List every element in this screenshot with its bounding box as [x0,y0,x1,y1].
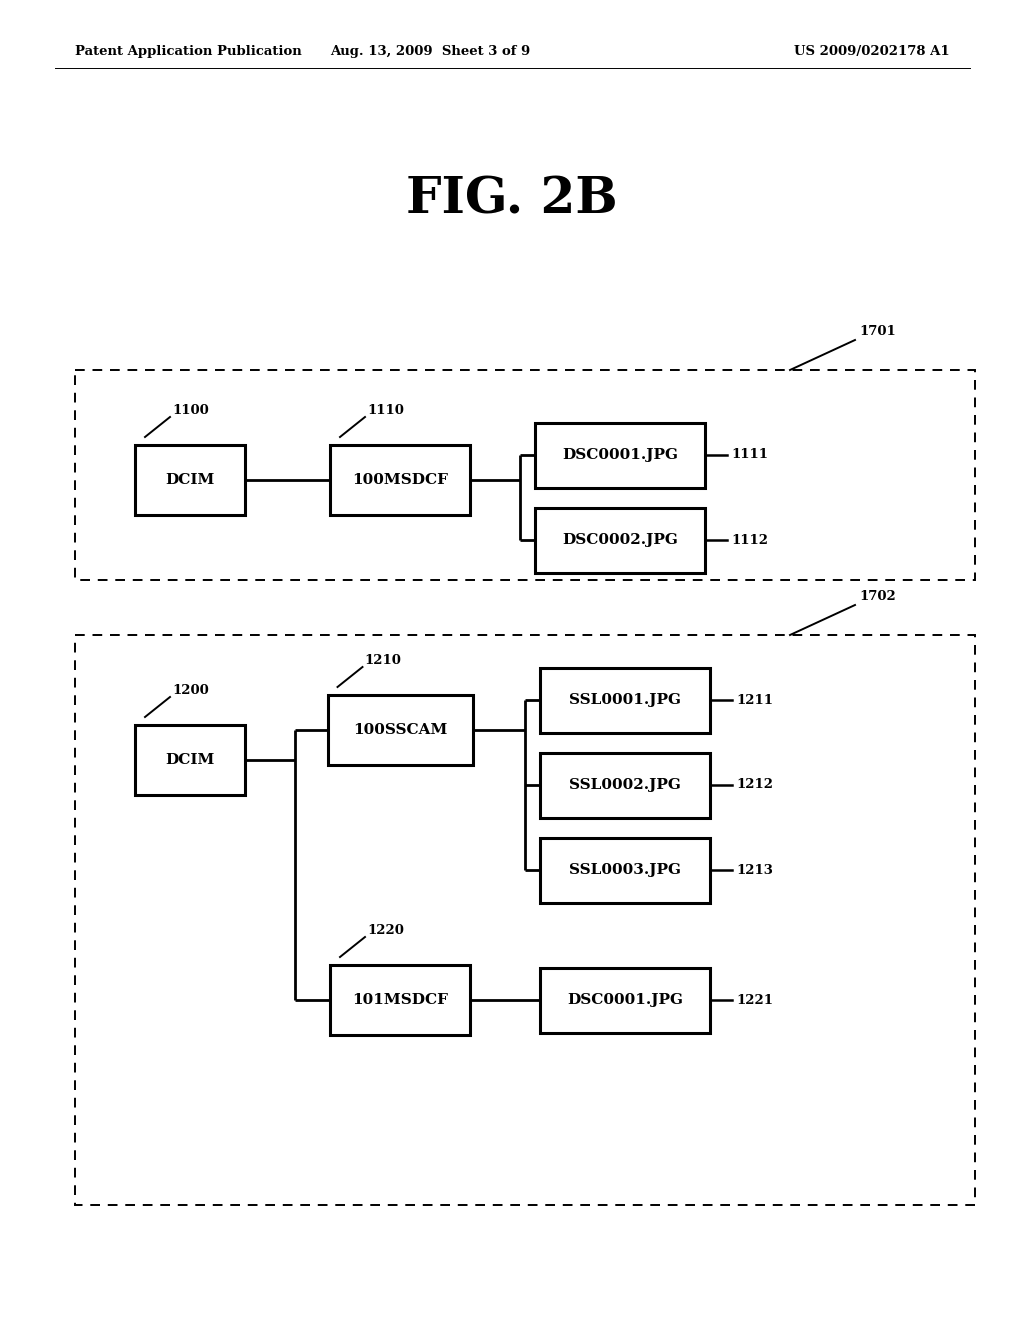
Text: 1112: 1112 [731,533,768,546]
Bar [330,445,470,515]
Text: SSL0003.JPG: SSL0003.JPG [569,863,681,876]
Text: DCIM: DCIM [165,752,215,767]
Bar [135,445,245,515]
Text: DSC0001.JPG: DSC0001.JPG [562,447,678,462]
Text: 1100: 1100 [172,404,209,417]
Text: 100SSCAM: 100SSCAM [353,723,447,737]
Text: 100MSDCF: 100MSDCF [352,473,449,487]
Text: SSL0001.JPG: SSL0001.JPG [569,693,681,708]
Text: 1221: 1221 [736,994,773,1006]
Bar [540,837,710,903]
Text: 101MSDCF: 101MSDCF [352,993,449,1007]
Bar [75,635,975,1205]
Text: 1213: 1213 [736,863,773,876]
Text: DCIM: DCIM [165,473,215,487]
Bar [330,965,470,1035]
Bar [75,370,975,579]
Bar [328,696,472,766]
Text: 1200: 1200 [172,684,209,697]
Text: DSC0002.JPG: DSC0002.JPG [562,533,678,546]
Text: 1210: 1210 [365,653,401,667]
Text: 1702: 1702 [859,590,896,603]
Text: DSC0001.JPG: DSC0001.JPG [567,993,683,1007]
Text: 1110: 1110 [367,404,403,417]
Bar [540,968,710,1032]
Text: 1701: 1701 [859,325,896,338]
Bar [535,507,705,573]
Bar [135,725,245,795]
Text: 1220: 1220 [367,924,403,937]
Bar [540,752,710,817]
Text: 1111: 1111 [731,449,768,462]
Text: FIG. 2B: FIG. 2B [407,176,617,224]
Text: 1211: 1211 [736,693,773,706]
Text: Aug. 13, 2009  Sheet 3 of 9: Aug. 13, 2009 Sheet 3 of 9 [330,45,530,58]
Text: Patent Application Publication: Patent Application Publication [75,45,302,58]
Bar [535,422,705,487]
Text: SSL0002.JPG: SSL0002.JPG [569,777,681,792]
Bar [540,668,710,733]
Text: US 2009/0202178 A1: US 2009/0202178 A1 [795,45,950,58]
Text: 1212: 1212 [736,779,773,792]
